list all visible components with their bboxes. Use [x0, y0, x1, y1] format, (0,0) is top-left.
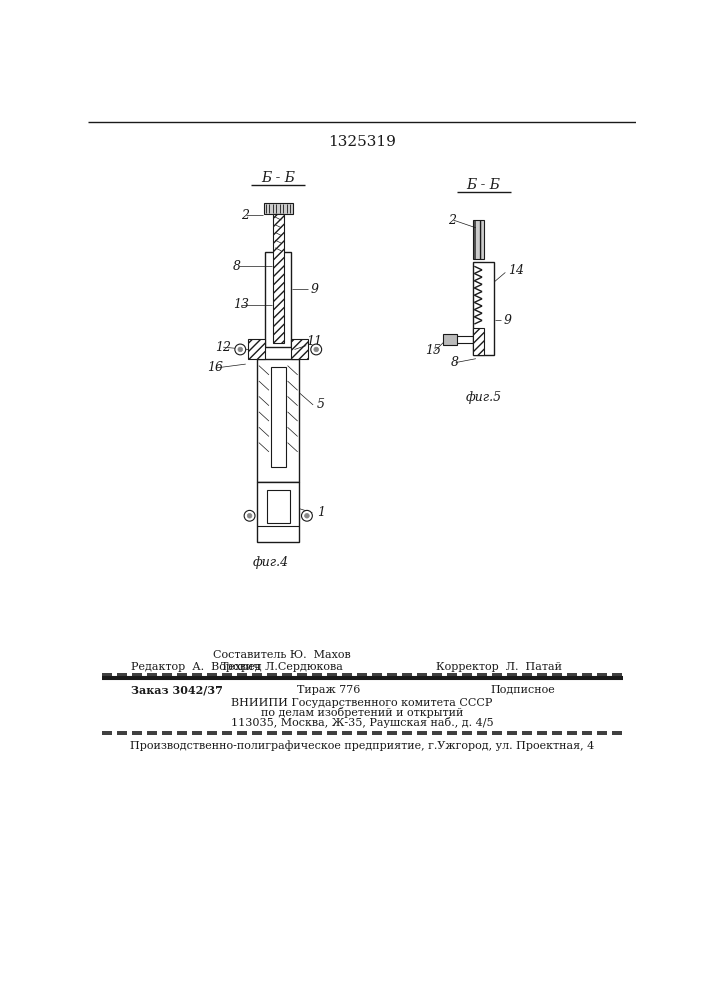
Circle shape	[244, 510, 255, 521]
Bar	[473, 220, 484, 259]
Circle shape	[247, 513, 252, 518]
Text: Подписное: Подписное	[490, 685, 555, 695]
Text: Б - Б: Б - Б	[467, 178, 501, 192]
Circle shape	[314, 347, 319, 352]
Text: Редактор  А.  Ворович: Редактор А. Ворович	[131, 662, 261, 672]
Bar	[257, 359, 299, 482]
Text: 9: 9	[311, 283, 319, 296]
Bar	[264, 203, 293, 214]
Text: 9: 9	[504, 314, 512, 327]
Bar	[443, 334, 457, 345]
Circle shape	[301, 510, 312, 521]
Text: Корректор  Л.  Патай: Корректор Л. Патай	[436, 662, 562, 672]
Bar	[473, 328, 484, 355]
Text: 14: 14	[508, 264, 525, 277]
Text: 8: 8	[233, 260, 241, 273]
Bar	[248, 339, 265, 359]
Bar	[265, 252, 291, 347]
Text: Б - Б: Б - Б	[262, 171, 296, 185]
Text: по делам изобретений и открытий: по делам изобретений и открытий	[261, 707, 463, 718]
Text: ВНИИПИ Государственного комитета СССР: ВНИИПИ Государственного комитета СССР	[231, 698, 493, 708]
Text: 16: 16	[207, 361, 223, 374]
Bar	[274, 214, 282, 252]
Text: Заказ 3042/37: Заказ 3042/37	[131, 684, 223, 695]
Bar	[291, 339, 308, 359]
Bar	[473, 262, 494, 355]
Text: Тираж 776: Тираж 776	[297, 685, 361, 695]
Text: 1: 1	[317, 506, 325, 519]
Text: Составитель Ю.  Махов: Составитель Ю. Махов	[214, 650, 351, 660]
Text: 5: 5	[317, 398, 325, 411]
Circle shape	[305, 513, 309, 518]
Text: 2: 2	[241, 209, 249, 222]
Text: 15: 15	[426, 344, 441, 358]
Text: 11: 11	[306, 335, 322, 348]
Text: Производственно-полиграфическое предприятие, г.Ужгород, ул. Проектная, 4: Производственно-полиграфическое предприя…	[130, 740, 594, 751]
Text: Техред Л.Сердюкова: Техред Л.Сердюкова	[221, 662, 343, 672]
Bar	[273, 214, 284, 343]
Circle shape	[235, 344, 246, 355]
Bar	[267, 490, 290, 523]
Text: 1325319: 1325319	[328, 135, 396, 149]
Text: фиг.4: фиг.4	[252, 556, 288, 569]
Text: 2: 2	[448, 214, 456, 227]
Bar	[257, 482, 299, 542]
Circle shape	[311, 344, 322, 355]
Text: 8: 8	[451, 356, 459, 369]
Bar	[271, 367, 286, 467]
Circle shape	[238, 347, 243, 352]
Text: 12: 12	[215, 341, 230, 354]
Text: 13: 13	[233, 298, 250, 311]
Text: 113035, Москва, Ж-35, Раушская наб., д. 4/5: 113035, Москва, Ж-35, Раушская наб., д. …	[230, 717, 493, 728]
Text: фиг.5: фиг.5	[466, 391, 502, 404]
